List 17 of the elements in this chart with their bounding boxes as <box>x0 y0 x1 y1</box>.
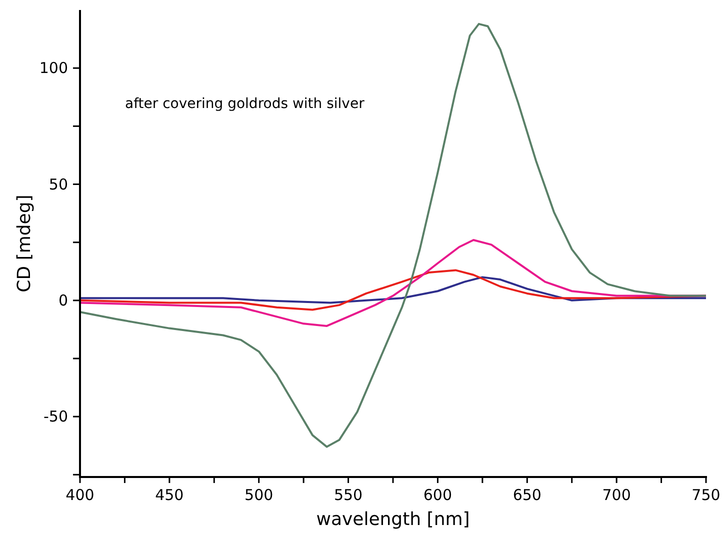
x-tick-label: 550 <box>334 486 363 504</box>
x-tick-label: 450 <box>155 486 184 504</box>
y-tick-label: 0 <box>58 291 68 310</box>
y-tick-label: 100 <box>39 59 68 78</box>
x-axis-title: wavelength [nm] <box>316 509 470 530</box>
annotation: after covering goldrods with silver <box>125 96 365 112</box>
y-axis-title: CD [mdeg] <box>14 194 35 292</box>
x-tick-label: 700 <box>602 486 631 504</box>
y-tick-label: -50 <box>44 408 68 426</box>
x-tick-label: 650 <box>512 486 542 504</box>
y-tick-label: 50 <box>48 175 68 194</box>
line-series <box>79 276 707 304</box>
line-series <box>79 22 707 448</box>
x-tick-label: 400 <box>66 486 94 504</box>
x-tick-label: 750 <box>692 486 720 504</box>
x-tick-label: 500 <box>244 486 274 504</box>
x-tick-label: 600 <box>423 486 452 504</box>
